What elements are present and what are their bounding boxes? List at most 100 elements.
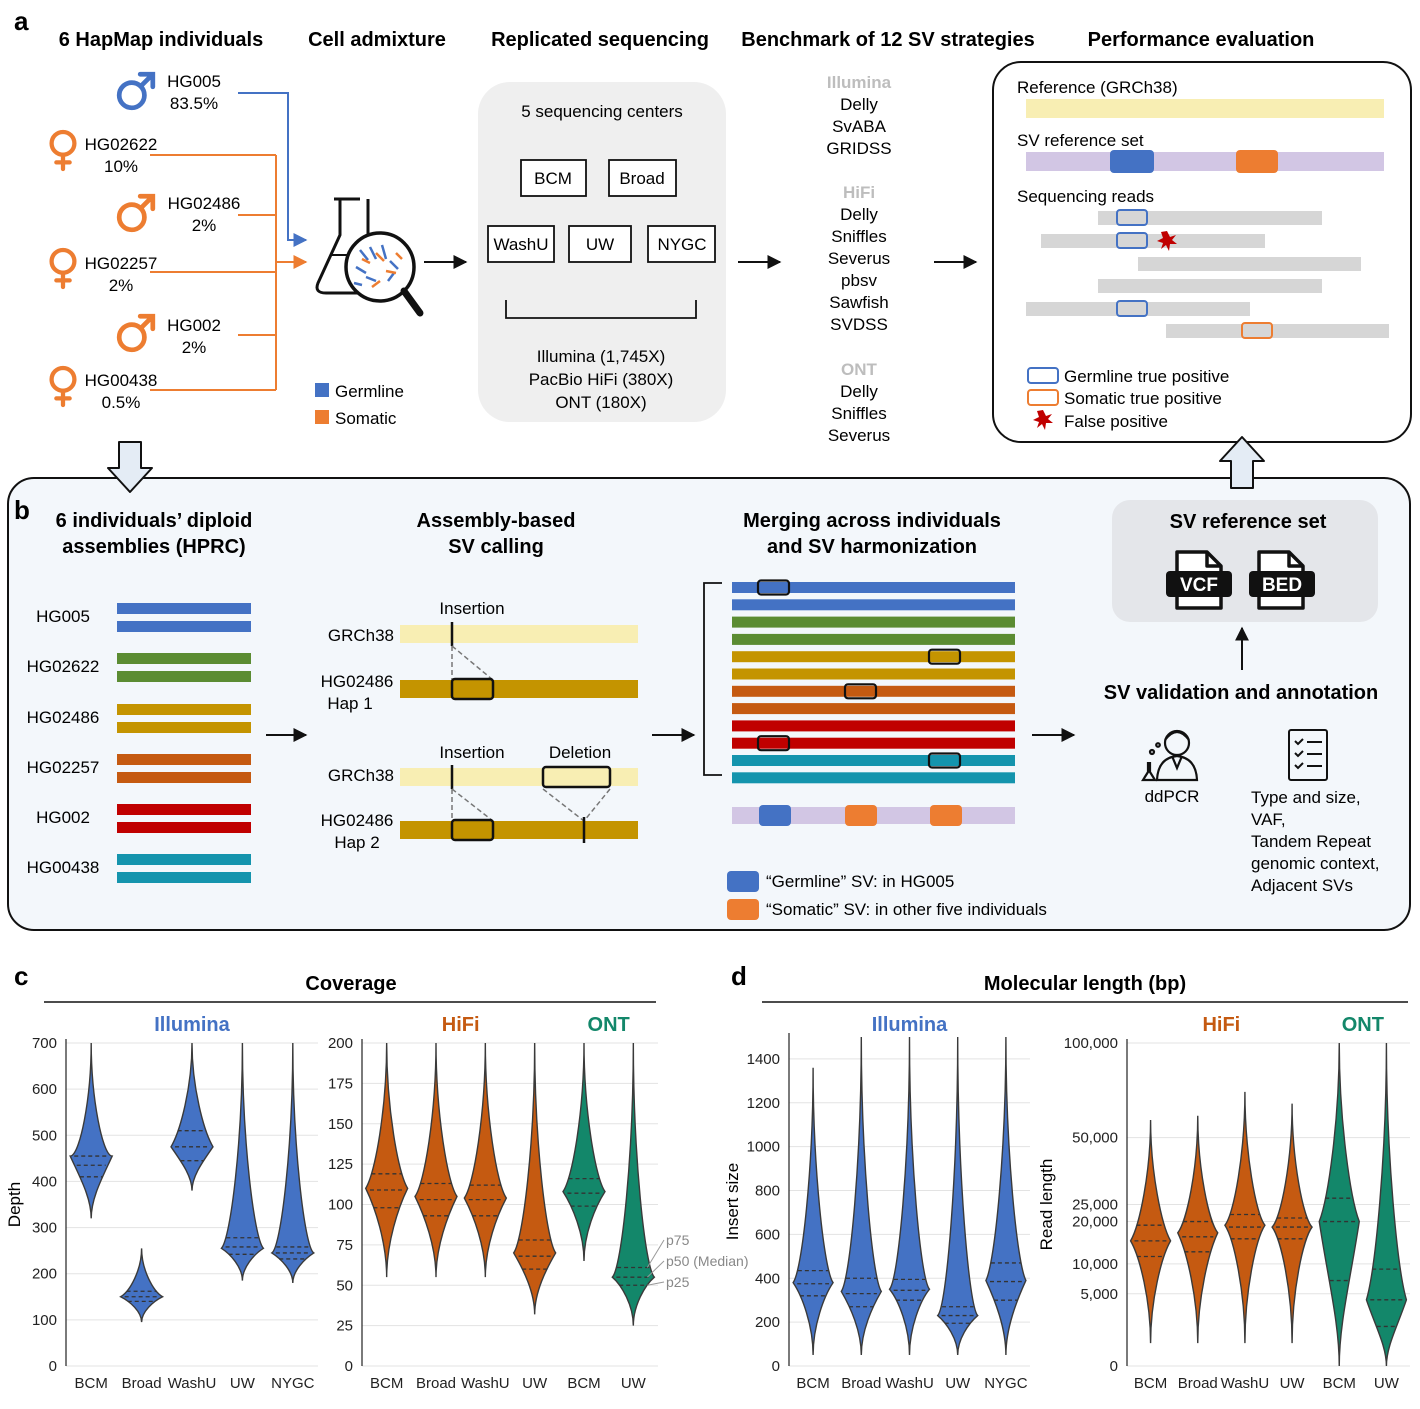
y-axis-label: Insert size (723, 1163, 742, 1240)
center-box-nygc (647, 225, 716, 263)
haplotype-1-bar (117, 804, 251, 815)
annotation-line: genomic context, (1251, 854, 1380, 873)
germline-tp-mark (1116, 300, 1148, 317)
haplotype-label: HG02622 (27, 657, 100, 676)
merge-legend-somatic-swatch (727, 899, 759, 920)
individual-pct: 2% (192, 216, 217, 235)
annotation-line: Adjacent SVs (1251, 876, 1353, 895)
x-tick-label: BCM (567, 1375, 600, 1392)
x-tick-label: WashU (885, 1375, 934, 1392)
eval-reference-label: Reference (GRCh38) (1017, 78, 1178, 97)
y-tick-label: 600 (755, 1226, 780, 1243)
haplotype-label: HG00438 (27, 858, 100, 877)
y-tick-label: 20,000 (1072, 1214, 1118, 1231)
quantile-annotation-leader (646, 1260, 665, 1278)
haplotype-2-bar (117, 772, 251, 783)
violin-uw-illumina (936, 1036, 979, 1356)
somatic-tp-mark (1241, 322, 1273, 339)
legend-false-positive-icon (1033, 410, 1053, 430)
platform-label-ont: ONT (1342, 1014, 1384, 1036)
y-tick-label: 125 (328, 1156, 353, 1173)
violin-uw-ont (611, 1042, 656, 1326)
x-tick-label: BCM (370, 1375, 403, 1392)
y-tick-label: 50 (336, 1277, 353, 1294)
panel-c-title: Coverage (305, 973, 396, 995)
strategy-tool: Delly (840, 205, 878, 224)
platform-label-illumina: Illumina (154, 1014, 230, 1036)
insertion-projection (451, 645, 494, 681)
merged-haplotype-bar (732, 737, 1015, 749)
individual-hg005: HG005 83.5% (119, 72, 221, 113)
x-tick-label: BCM (75, 1375, 108, 1392)
x-tick-label: Broad (416, 1375, 456, 1392)
y-tick-label: 0 (1110, 1358, 1118, 1375)
strategy-tool: Severus (828, 249, 890, 268)
violin-bcm-ont (562, 1042, 606, 1262)
germline-sv-block (1110, 150, 1154, 173)
chart-coverage-long-read: 0 25 50 75 100 125 150 175 200 BCM Broad WashU UW BCM… (328, 1014, 749, 1392)
violin-washu-illumina (170, 1042, 214, 1191)
y-tick-label: 5,000 (1080, 1286, 1118, 1303)
merged-haplotypes (732, 579, 1015, 784)
hap1-bar (400, 680, 638, 698)
quantile-annotation-label: p25 (666, 1274, 690, 1290)
x-tick-label: BCM (1323, 1375, 1356, 1392)
individual-pct: 2% (109, 276, 134, 295)
y-tick-label: 1200 (747, 1095, 780, 1112)
haplotype-1-bar (117, 704, 251, 715)
violin-washu-hifi (1224, 1091, 1266, 1344)
haplotype-label: HG002 (36, 808, 90, 827)
germline-connector (238, 92, 308, 247)
sequencing-reads (1026, 211, 1389, 338)
insertion-label: Insertion (439, 599, 504, 618)
center-label: BCM (534, 169, 572, 188)
x-tick-label: BCM (1134, 1375, 1167, 1392)
platform-label-illumina: Illumina (872, 1014, 948, 1036)
individual-pct: 83.5% (170, 94, 218, 113)
haplotype-label: HG005 (36, 607, 90, 626)
panel-b-letter: b (14, 495, 30, 525)
merged-haplotype-bar (732, 616, 1015, 628)
col2-title: SV calling (448, 536, 544, 558)
x-tick-label: UW (945, 1375, 971, 1392)
y-tick-label: 100 (328, 1197, 353, 1214)
merged-haplotype-bar (732, 651, 1015, 663)
merged-somatic-sv (845, 805, 877, 826)
x-tick-label: UW (1280, 1375, 1306, 1392)
individual-name: HG02486 (168, 194, 241, 213)
haplotype-list: HG005 HG02622 HG02486 HG02257 HG002 HG00438 (27, 603, 251, 883)
y-tick-label: 50,000 (1072, 1130, 1118, 1147)
panel-c-letter: c (14, 961, 28, 991)
hap2-label: Hap 2 (334, 833, 379, 852)
haplotype-2-bar (117, 822, 251, 833)
y-tick-label: 25 (336, 1318, 353, 1335)
strategy-tool: Sniffles (831, 227, 886, 246)
panel-a: a 6 HapMap individuals Cell admixture Re… (14, 6, 1412, 445)
merged-haplotype-bar (732, 703, 1015, 715)
individual-hg002: HG002 2% (119, 316, 221, 357)
quantile-annotation-label: p75 (666, 1232, 690, 1248)
y-tick-label: 100 (32, 1312, 57, 1329)
violin-broad-illumina (840, 1036, 883, 1356)
col1-title: assemblies (HPRC) (62, 536, 245, 558)
center-label: UW (586, 235, 614, 254)
hap2-bar (400, 821, 638, 839)
female-icon (52, 368, 75, 405)
header-individuals: 6 HapMap individuals (59, 29, 263, 51)
haplotype-2-bar (117, 621, 251, 632)
merge-legend-germline: “Germline” SV: in HG005 (766, 872, 954, 891)
merged-haplotype-bar (732, 582, 1015, 593)
y-tick-label: 175 (328, 1075, 353, 1092)
sequencing-title: 5 sequencing centers (521, 102, 683, 121)
violin-nygc-illumina (985, 1036, 1027, 1356)
ref-label: GRCh38 (328, 626, 394, 645)
false-positive-star-icon (1157, 231, 1177, 251)
violin-nygc-illumina (270, 1042, 316, 1283)
x-tick-label: NYGC (271, 1375, 315, 1392)
y-tick-label: 0 (49, 1358, 57, 1375)
violin-broad-hifi (414, 1042, 458, 1278)
insertion-label: Insertion (439, 743, 504, 762)
y-tick-label: 400 (32, 1173, 57, 1190)
